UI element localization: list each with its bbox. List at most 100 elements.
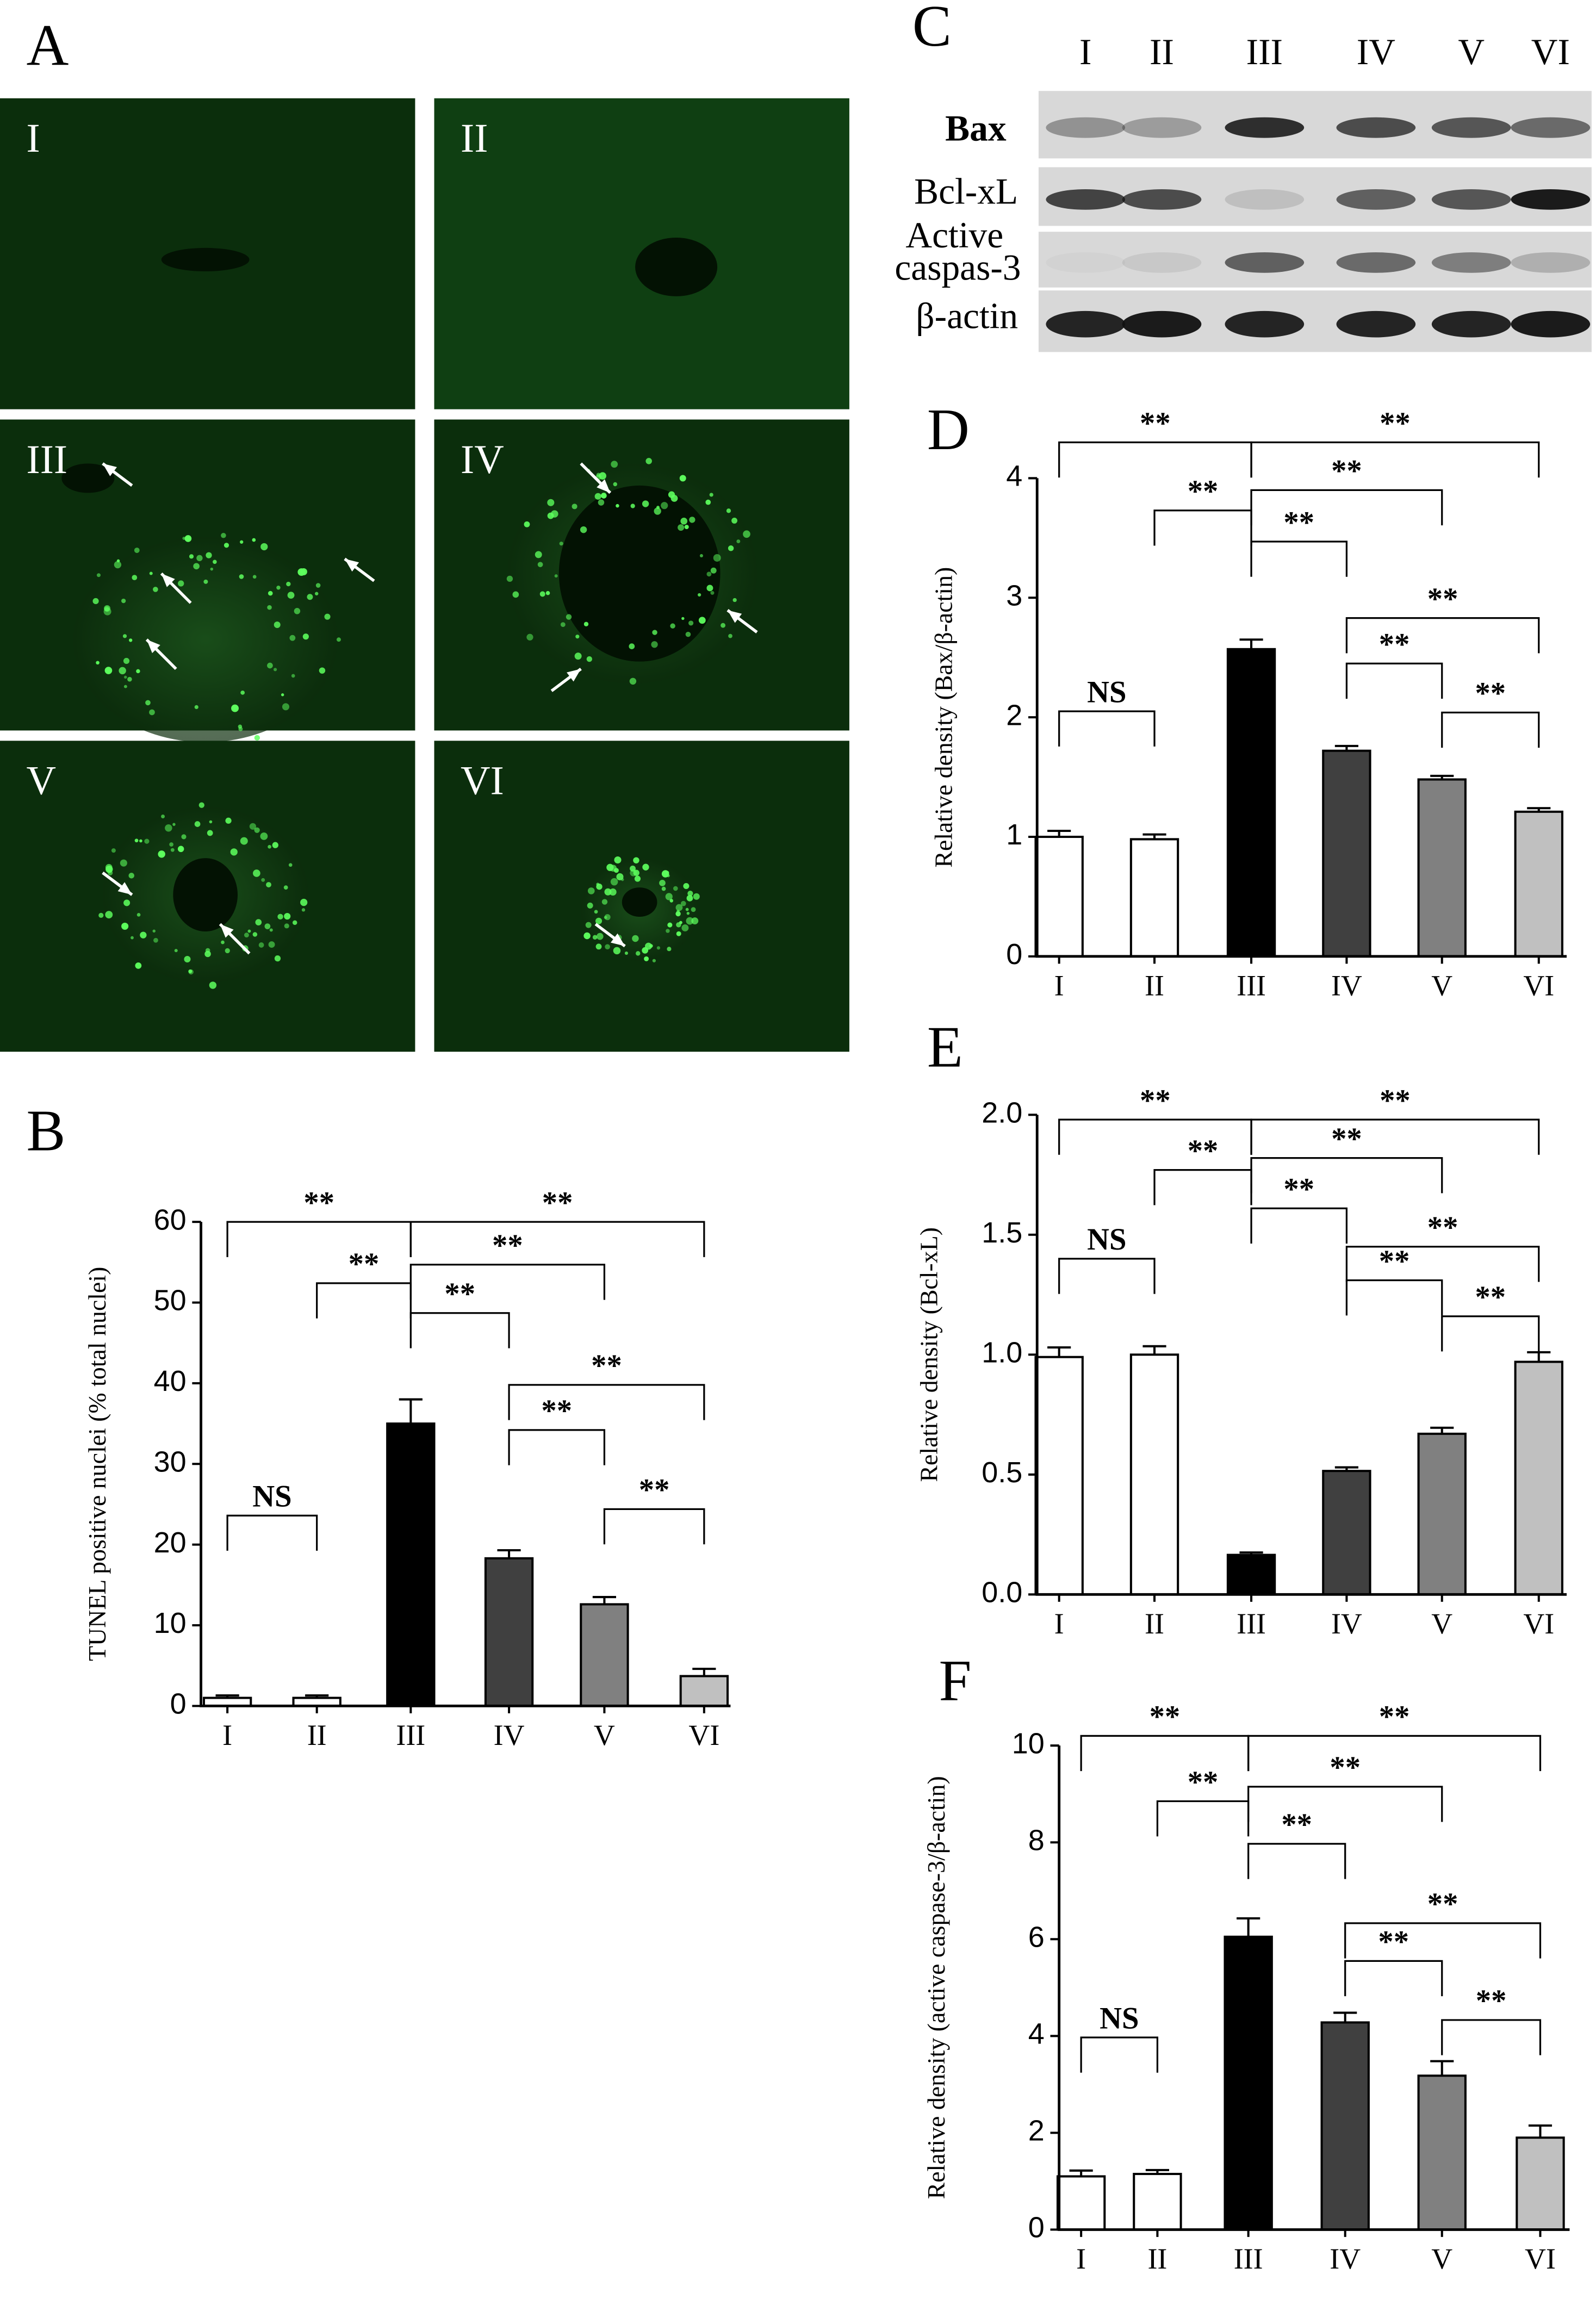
- apoptotic-nucleus: [181, 834, 187, 840]
- apoptotic-nucleus: [559, 542, 563, 546]
- y-tick-label: 20: [154, 1526, 187, 1559]
- apoptotic-nucleus: [566, 614, 572, 620]
- apoptotic-nucleus: [131, 936, 134, 940]
- y-tick-label: 0.5: [982, 1456, 1022, 1489]
- apoptotic-nucleus: [585, 922, 592, 928]
- apoptotic-nucleus: [264, 923, 271, 929]
- apoptotic-nucleus: [300, 898, 308, 906]
- significance-label: **: [1330, 1751, 1361, 1785]
- x-tick-label: VI: [1523, 970, 1554, 1002]
- apoptotic-nucleus: [652, 630, 657, 635]
- bar: [1322, 1470, 1371, 1596]
- band: [1046, 189, 1126, 210]
- error-bar: [1239, 638, 1263, 649]
- error-bar: [1145, 2168, 1169, 2174]
- apoptotic-nucleus: [547, 499, 555, 506]
- x-tick-label: III: [1237, 970, 1266, 1002]
- apoptotic-nucleus: [267, 605, 272, 610]
- apoptotic-nucleus: [261, 878, 265, 882]
- bar: [1133, 2173, 1182, 2231]
- apoptotic-nucleus: [732, 598, 737, 602]
- apoptotic-nucleus: [699, 554, 703, 557]
- error-bar: [215, 1694, 239, 1698]
- axes: [200, 1222, 731, 1707]
- band: [1122, 252, 1202, 273]
- apoptotic-nucleus: [258, 942, 264, 948]
- apoptotic-nucleus: [670, 623, 675, 629]
- apoptotic-nucleus: [337, 637, 341, 642]
- band: [1431, 189, 1511, 210]
- apoptotic-nucleus: [614, 856, 622, 863]
- significance-label: **: [349, 1247, 380, 1281]
- apoptotic-nucleus: [92, 598, 99, 605]
- apoptotic-nucleus: [315, 583, 321, 588]
- arrow-head: [567, 669, 581, 682]
- apoptotic-nucleus: [679, 475, 686, 482]
- error-bar: [1333, 2011, 1357, 2023]
- y-tick-label: 10: [1012, 1727, 1045, 1760]
- apoptotic-nucleus: [526, 633, 533, 641]
- apoptotic-nucleus: [586, 656, 593, 662]
- significance-label: **: [1331, 1122, 1362, 1156]
- x-tick-label: VI: [1523, 1607, 1554, 1640]
- apoptotic-nucleus: [230, 848, 238, 856]
- apoptotic-nucleus: [123, 685, 127, 688]
- x-tick-label: IV: [1331, 1607, 1362, 1640]
- x-tick-label: V: [1431, 2242, 1452, 2275]
- apoptotic-nucleus: [572, 504, 577, 509]
- band: [1336, 252, 1416, 273]
- apoptotic-nucleus: [604, 888, 612, 896]
- apoptotic-nucleus: [710, 567, 717, 574]
- band: [1225, 117, 1305, 138]
- vessel: [558, 485, 721, 662]
- apoptotic-nucleus: [642, 863, 649, 871]
- micrograph-label: I: [27, 116, 40, 161]
- apoptotic-nucleus: [252, 538, 256, 542]
- apoptotic-nucleus: [661, 502, 668, 509]
- apoptotic-nucleus: [111, 848, 116, 853]
- apoptotic-nucleus: [598, 499, 605, 506]
- significance-label: **: [591, 1349, 622, 1383]
- bar: [386, 1422, 436, 1707]
- apoptotic-nucleus: [594, 910, 598, 914]
- apoptotic-nucleus: [512, 591, 519, 598]
- y-axis-label: Relative density (Bax/β-actin): [929, 567, 957, 868]
- row-label: β-actin: [916, 296, 1018, 337]
- apoptotic-nucleus: [610, 878, 618, 886]
- apoptotic-nucleus: [196, 555, 203, 562]
- significance-bracket: [226, 1221, 412, 1257]
- apoptotic-nucleus: [104, 667, 113, 674]
- apoptotic-nucleus: [145, 700, 151, 706]
- apoptotic-nucleus: [282, 703, 290, 711]
- row-label: caspas-3: [895, 247, 1021, 288]
- apoptotic-nucleus: [96, 573, 101, 577]
- error-bar: [1527, 807, 1551, 812]
- apoptotic-nucleus: [721, 623, 726, 628]
- apoptotic-nucleus: [709, 493, 713, 497]
- apoptotic-nucleus: [204, 950, 211, 958]
- apoptotic-nucleus: [673, 886, 678, 891]
- y-tick-label: 40: [154, 1365, 187, 1397]
- y-tick-label: 6: [1028, 1921, 1045, 1954]
- apoptotic-nucleus: [209, 820, 213, 824]
- significance-bracket: [226, 1514, 318, 1551]
- apoptotic-nucleus: [268, 591, 273, 596]
- apoptotic-nucleus: [689, 517, 695, 523]
- apoptotic-nucleus: [221, 940, 225, 945]
- apoptotic-nucleus: [114, 561, 122, 569]
- apoptotic-nucleus: [178, 580, 184, 587]
- panel-letter: F: [939, 1649, 971, 1713]
- apoptotic-nucleus: [240, 540, 244, 544]
- band: [1511, 189, 1591, 210]
- apoptotic-nucleus: [652, 959, 656, 962]
- y-tick-label: 4: [1028, 2018, 1045, 2051]
- apoptotic-nucleus: [726, 508, 731, 513]
- x-tick-label: VI: [1525, 2242, 1556, 2275]
- apoptotic-nucleus: [698, 593, 701, 597]
- apoptotic-nucleus: [121, 922, 129, 930]
- error-bar: [1334, 744, 1358, 751]
- apoptotic-nucleus: [651, 641, 658, 648]
- apoptotic-nucleus: [291, 674, 295, 678]
- apoptotic-nucleus: [287, 592, 295, 599]
